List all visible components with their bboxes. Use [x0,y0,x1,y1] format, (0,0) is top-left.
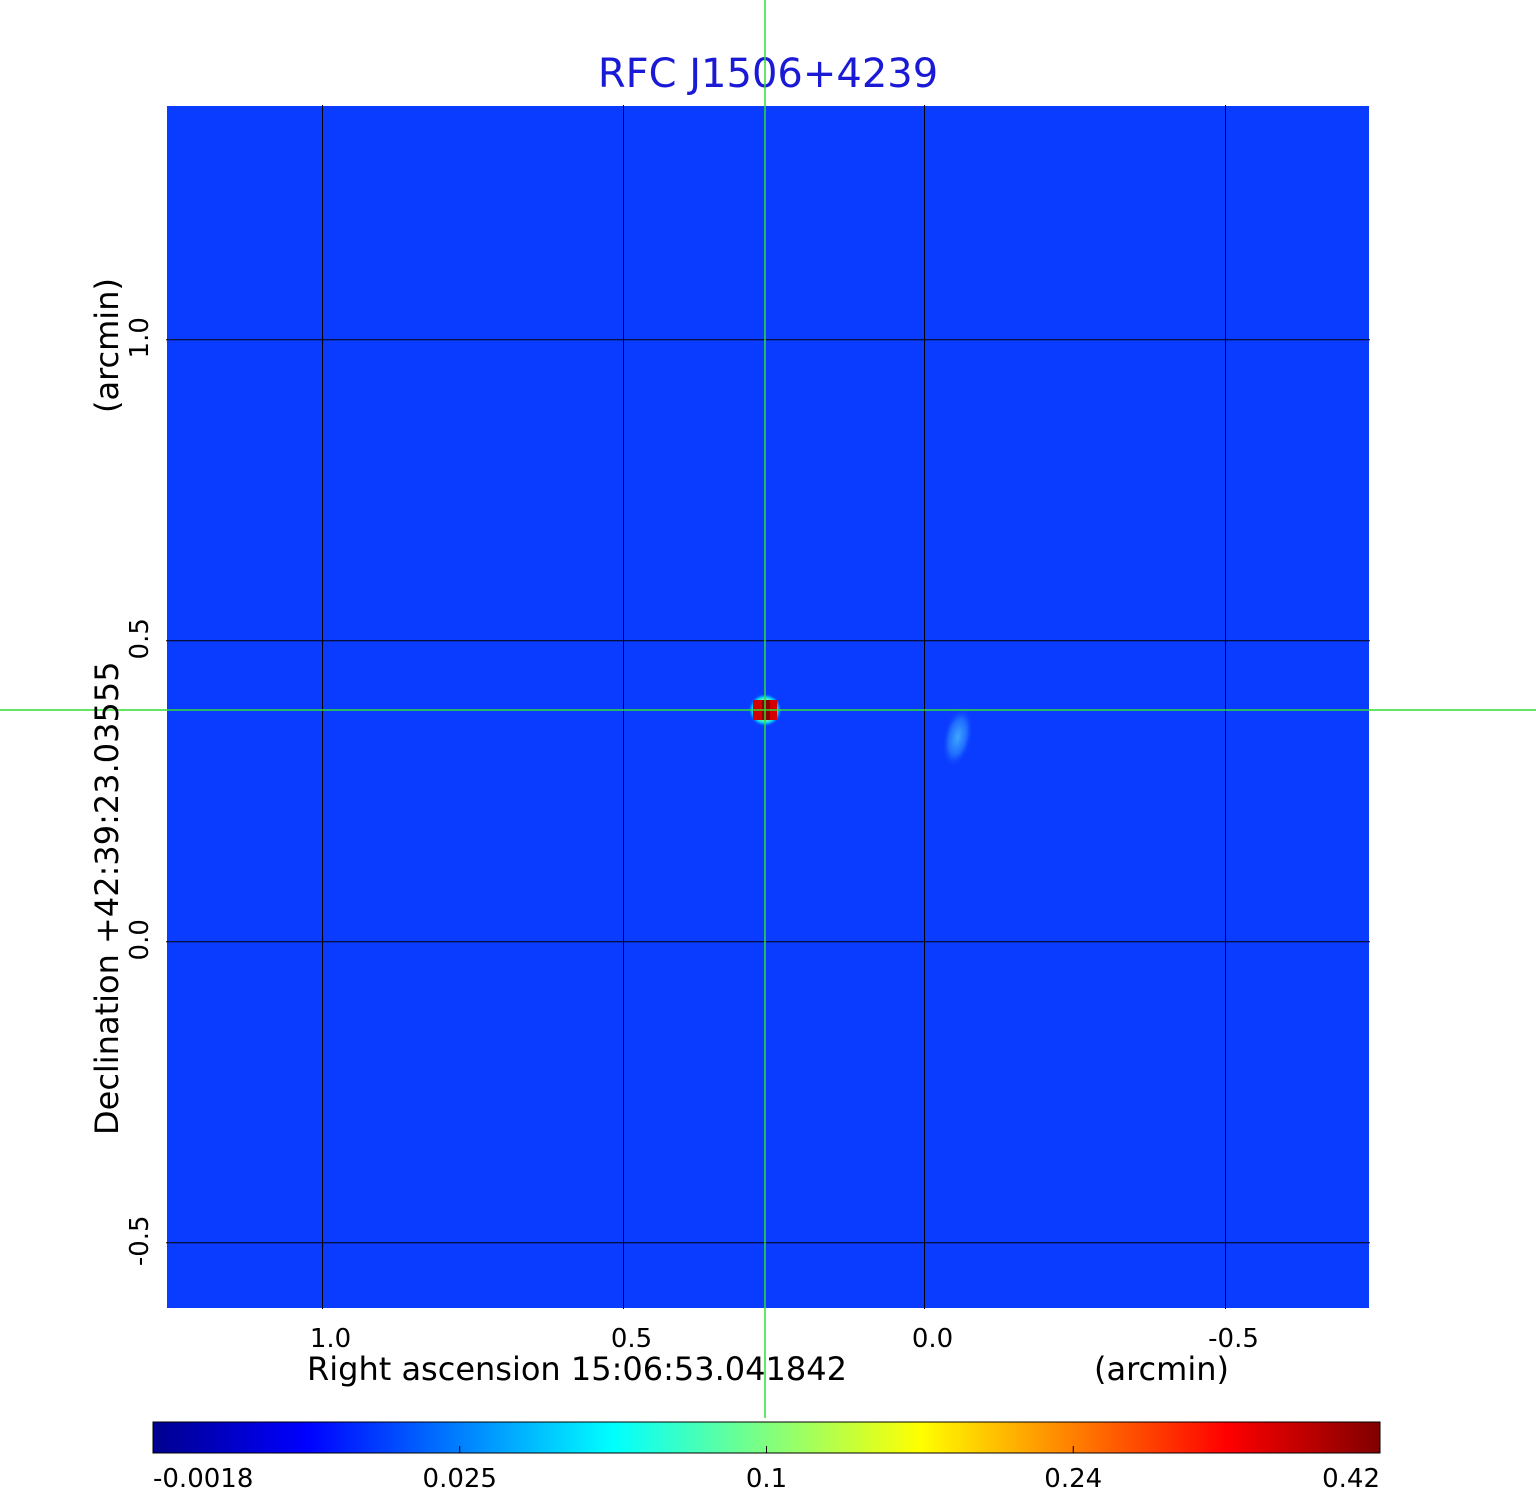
chart-title: RFC J1506+4239 [598,51,938,97]
y-tick-label: 1.0 [125,317,155,358]
x-tick-labels: 1.0 0.5 0.0 -0.5 [310,1324,1259,1354]
y-axis-unit: (arcmin) [88,278,126,413]
plot-area [165,104,1371,1310]
y-tick-labels: 1.0 0.5 0.0 -0.5 [125,317,155,1266]
grid-lines [166,105,1370,1309]
x-axis-label: Right ascension 15:06:53.041842 [307,1350,847,1388]
colorbar-tick-label: 0.1 [746,1464,787,1494]
x-tick-label: 1.0 [310,1324,351,1354]
y-axis-label: Declination +42:39:23.03555 [88,661,126,1135]
x-tick-label: 0.5 [611,1324,652,1354]
colorbar: -0.0018 0.025 0.1 0.24 0.42 [152,1421,1381,1494]
colorbar-tick-label: 0.24 [1044,1464,1102,1494]
x-axis-unit: (arcmin) [1094,1350,1229,1388]
y-tick-label: 0.0 [125,919,155,960]
colorbar-tick-label: 0.42 [1322,1464,1380,1494]
y-tick-label: 0.5 [125,618,155,659]
x-tick-label: 0.0 [912,1324,953,1354]
colorbar-tick-label: -0.0018 [153,1464,253,1494]
x-tick-label: -0.5 [1208,1324,1259,1354]
colorbar-tick-label: 0.025 [423,1464,497,1494]
colorbar-ticks: -0.0018 0.025 0.1 0.24 0.42 [152,1446,1381,1494]
y-tick-label: -0.5 [125,1215,155,1266]
source-secondary [942,706,974,768]
